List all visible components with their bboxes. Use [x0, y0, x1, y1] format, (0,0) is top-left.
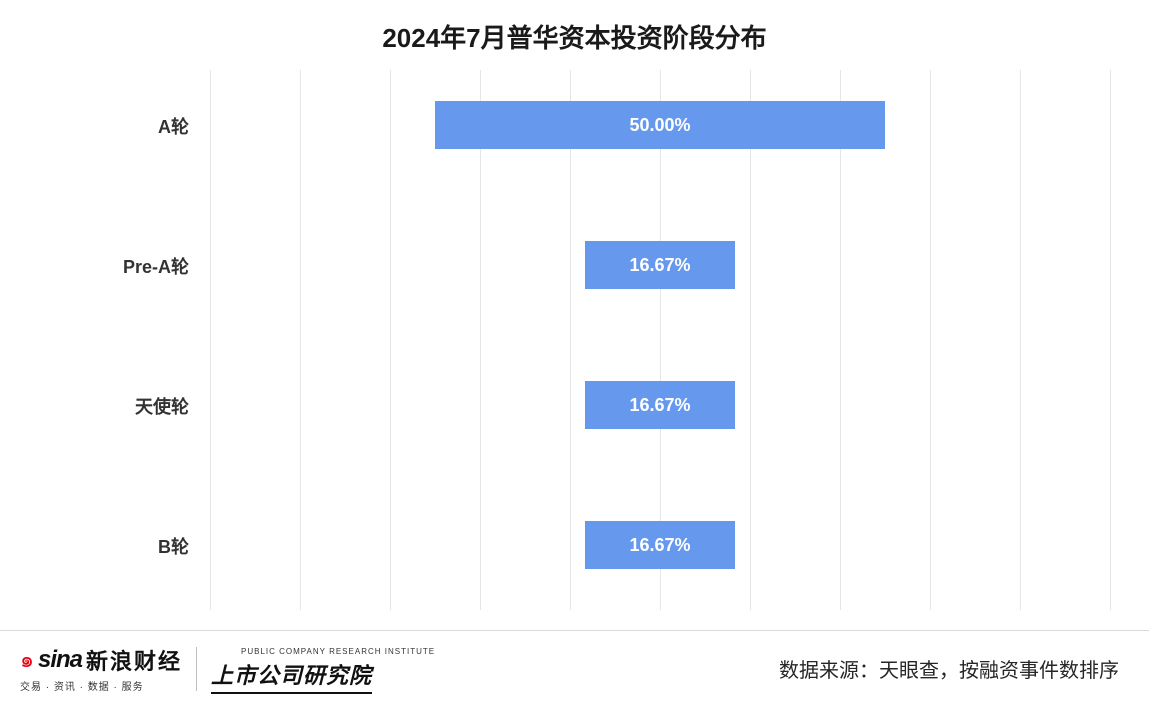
bar: 50.00% [435, 101, 885, 149]
logo-divider [196, 647, 197, 691]
chart-title: 2024年7月普华资本投资阶段分布 [0, 0, 1149, 55]
bar-value-label: 16.67% [629, 395, 690, 416]
gridline [840, 70, 841, 610]
bar-row: 16.67% [210, 521, 735, 569]
gridline [750, 70, 751, 610]
sina-logo-sub: 交易 · 资讯 · 数据 · 服务 [20, 678, 144, 693]
y-axis-label: 天使轮 [9, 393, 189, 419]
gridline [1020, 70, 1021, 610]
chart-plot-area: 50.00% 16.67% 16.67% 16.67% [210, 70, 1110, 610]
y-axis-label: B轮 [9, 533, 189, 559]
y-axis-label: A轮 [9, 113, 189, 139]
gridline [930, 70, 931, 610]
bar-row: 16.67% [210, 381, 735, 429]
bar-value-label: 50.00% [629, 115, 690, 136]
logo-group: ๑ sina 新浪财经 交易 · 资讯 · 数据 · 服务 PUBLIC COM… [20, 644, 435, 693]
bar-value-label: 16.67% [629, 255, 690, 276]
sina-logo-en: sina [38, 646, 82, 674]
bar-row: 50.00% [210, 101, 885, 149]
sina-logo-cn: 新浪财经 [86, 644, 182, 676]
bar: 16.67% [585, 381, 735, 429]
institute-logo-en: PUBLIC COMPANY RESEARCH INSTITUTE [241, 647, 435, 656]
bar-row: 16.67% [210, 241, 735, 289]
data-source-text: 数据来源：天眼查，按融资事件数排序 [779, 654, 1119, 683]
institute-logo: PUBLIC COMPANY RESEARCH INSTITUTE 上市公司研究… [211, 647, 435, 690]
sina-eye-icon: ๑ [20, 649, 34, 671]
bar: 16.67% [585, 241, 735, 289]
gridline [1110, 70, 1111, 610]
y-axis-label: Pre-A轮 [9, 253, 189, 279]
institute-logo-cn: 上市公司研究院 [211, 658, 372, 690]
sina-logo: ๑ sina 新浪财经 交易 · 资讯 · 数据 · 服务 [20, 644, 182, 693]
bar: 16.67% [585, 521, 735, 569]
bar-value-label: 16.67% [629, 535, 690, 556]
footer: ๑ sina 新浪财经 交易 · 资讯 · 数据 · 服务 PUBLIC COM… [0, 630, 1149, 706]
